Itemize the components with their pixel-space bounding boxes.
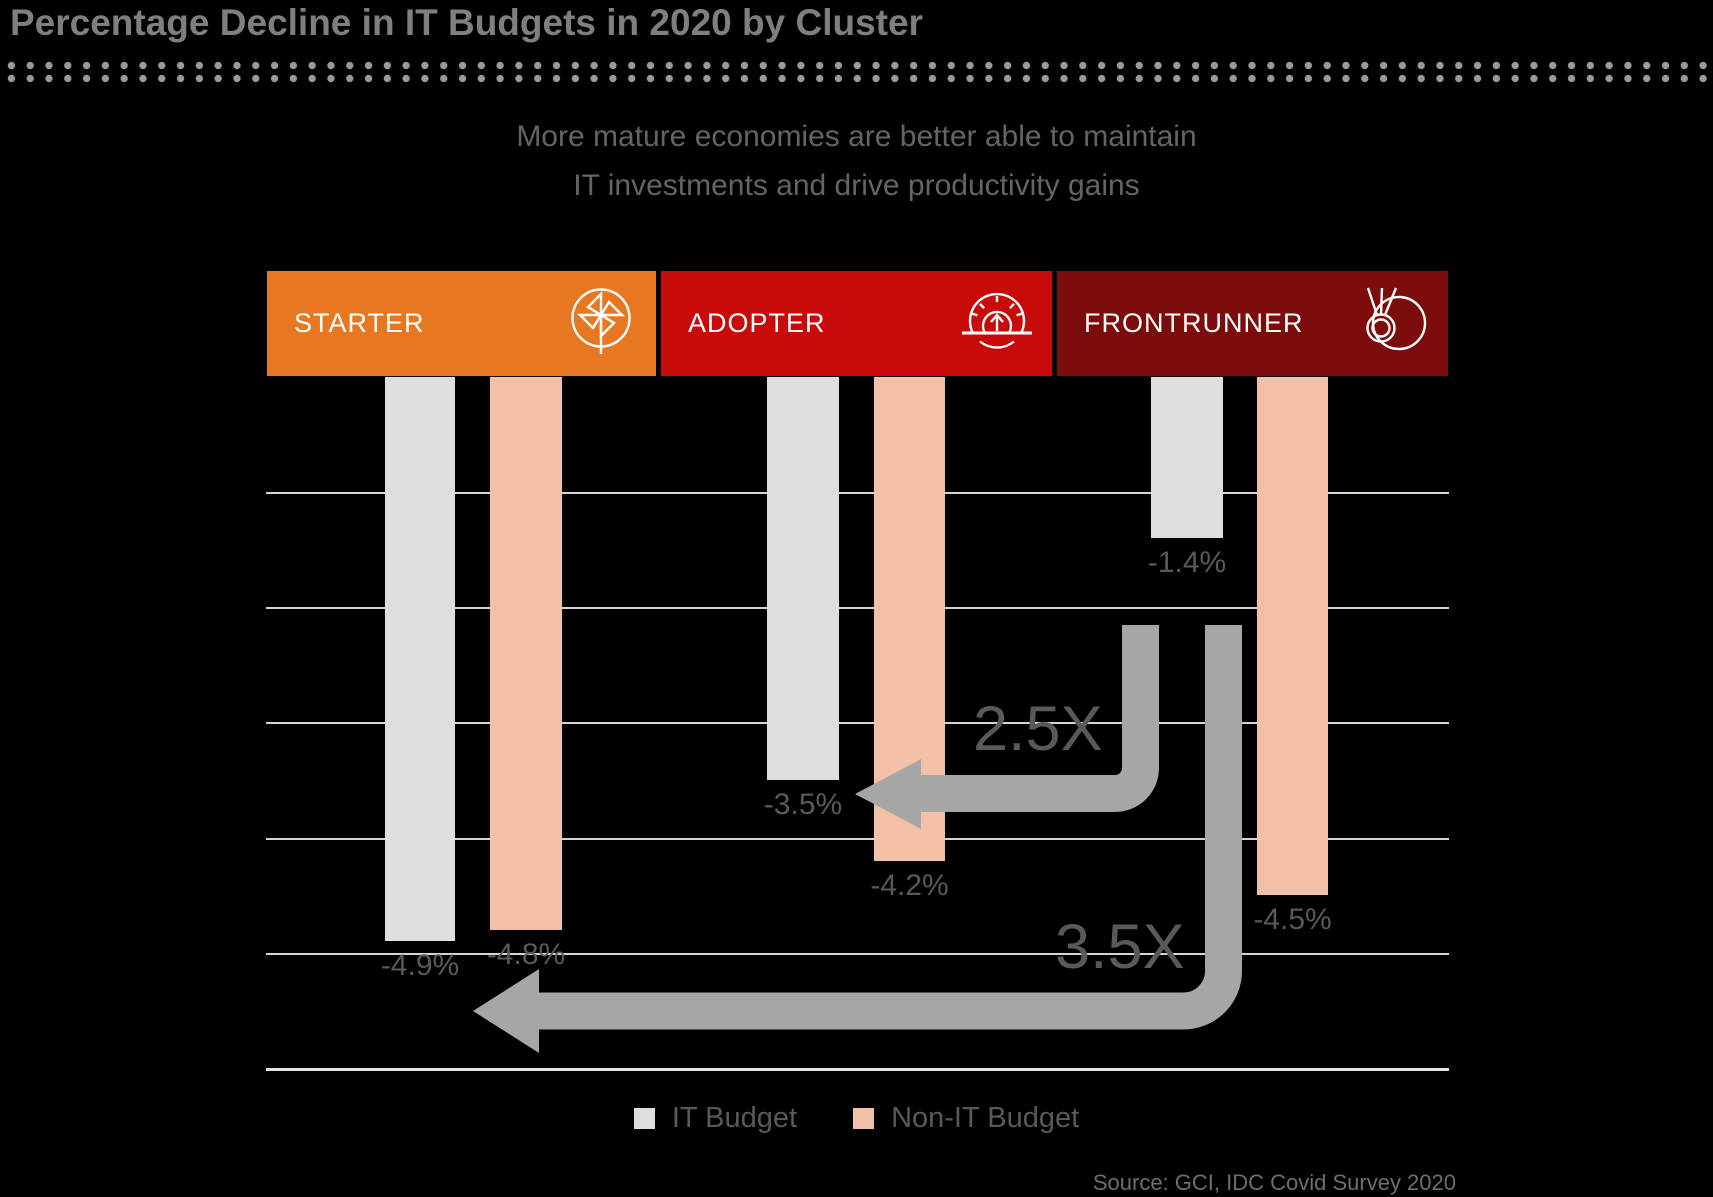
chart-subtitle-line2: IT investments and drive productivity ga…	[573, 169, 1140, 202]
chart-subtitle: More mature economies are better able to…	[0, 112, 1713, 210]
dotted-divider	[0, 59, 1713, 85]
bar-starter-it-budget	[385, 377, 455, 942]
bar-value-label: -4.9%	[380, 949, 460, 983]
legend-swatch	[633, 1108, 655, 1129]
legend-label: IT Budget	[671, 1102, 798, 1134]
bar-value-label: -1.4%	[1147, 546, 1227, 580]
cluster-header-adopter: ADOPTER	[661, 271, 1052, 376]
annotation-3-5x: 3.5X	[1055, 912, 1185, 982]
bar-frontrunner-it-budget	[1151, 377, 1223, 539]
bar-group-adopter-it: -3.5%	[763, 377, 843, 823]
cluster-header-frontrunner: FRONTRUNNER	[1057, 271, 1448, 376]
cluster-header-label: STARTER	[294, 308, 425, 338]
gridline-baseline	[266, 1068, 1449, 1071]
bar-group-adopter-non-it: -4.2%	[870, 377, 949, 903]
pinwheel-icon	[562, 285, 640, 363]
arrow-3-5x-head	[473, 969, 539, 1053]
bar-group-starter-it: -4.9%	[381, 377, 459, 984]
cluster-header-label: ADOPTER	[688, 308, 826, 338]
bar-value-label: -4.8%	[486, 937, 566, 971]
bar-value-label: -4.2%	[870, 868, 949, 902]
chart-title: Percentage Decline in IT Budgets in 2020…	[10, 2, 923, 43]
cluster-header-label: FRONTRUNNER	[1084, 308, 1304, 338]
bar-starter-non-it-budget	[490, 377, 562, 930]
bar-frontrunner-non-it-budget	[1257, 377, 1328, 896]
annotation-2-5x: 2.5X	[973, 694, 1103, 764]
chart-subtitle-line1: More mature economies are better able to…	[516, 120, 1197, 153]
legend: IT Budget Non-IT Budget	[0, 1102, 1713, 1135]
bar-group-frontrunner-it: -1.4%	[1147, 377, 1227, 581]
bar-adopter-it-budget	[767, 377, 839, 781]
bar-value-label: -3.5%	[763, 788, 843, 822]
bar-adopter-non-it-budget	[874, 377, 945, 861]
source-note: Source: GCI, IDC Covid Survey 2020	[1092, 1170, 1456, 1195]
gridline	[266, 492, 1449, 494]
medal-icon	[1354, 285, 1432, 363]
gridline	[266, 607, 1449, 609]
bar-group-frontrunner-non-it: -4.5%	[1253, 377, 1332, 938]
cluster-header-starter: STARTER	[267, 271, 656, 376]
legend-swatch	[853, 1108, 875, 1129]
legend-item-it-budget: IT Budget	[633, 1102, 798, 1135]
legend-item-non-it-budget: Non-IT Budget	[853, 1102, 1079, 1135]
bar-group-starter-non-it: -4.8%	[486, 377, 566, 972]
legend-label: Non-IT Budget	[891, 1102, 1080, 1134]
bar-value-label: -4.5%	[1253, 903, 1332, 937]
gauge-icon	[958, 285, 1036, 363]
